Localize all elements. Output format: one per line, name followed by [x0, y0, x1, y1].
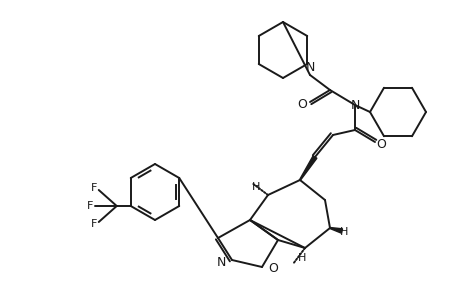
Text: O: O — [375, 137, 385, 151]
Polygon shape — [299, 156, 316, 180]
Text: H: H — [251, 182, 260, 192]
Text: H: H — [339, 227, 347, 237]
Text: O: O — [297, 98, 306, 110]
Text: O: O — [268, 262, 277, 275]
Text: F: F — [90, 183, 97, 193]
Text: H: H — [297, 253, 306, 263]
Text: F: F — [90, 219, 97, 229]
Polygon shape — [329, 227, 342, 233]
Text: N: N — [350, 98, 359, 112]
Text: F: F — [86, 201, 93, 211]
Text: N: N — [305, 61, 314, 74]
Text: N: N — [216, 256, 225, 268]
